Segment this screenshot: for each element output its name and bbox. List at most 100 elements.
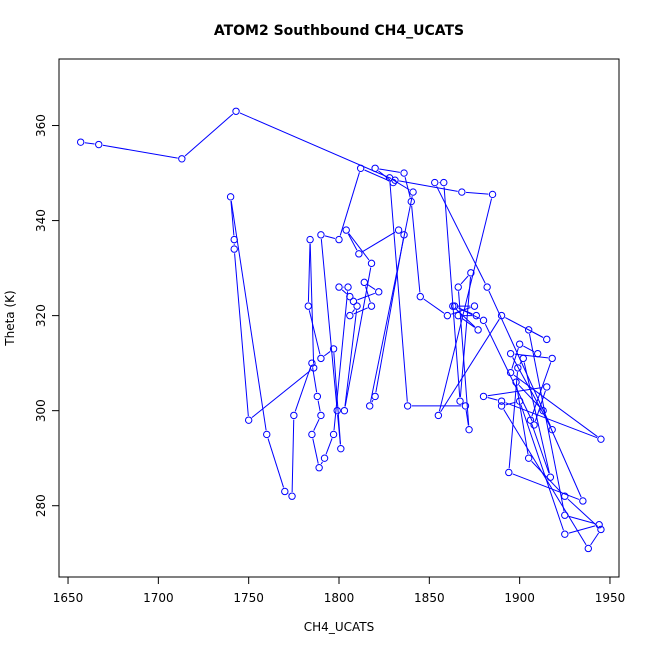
y-axis: 280 300 320 340 360: [34, 114, 60, 517]
data-point: [403, 402, 412, 410]
series-line-segment: [365, 286, 371, 303]
series-line-segment: [451, 307, 471, 315]
series-line-segment: [590, 532, 600, 546]
series-line-segment: [513, 374, 598, 438]
data-point: [561, 530, 569, 538]
series-line-segment: [294, 366, 312, 412]
data-point: [534, 349, 542, 358]
series-line-segment: [312, 438, 319, 464]
data-point: [335, 235, 343, 244]
data-point: [465, 425, 473, 434]
data-point: [524, 326, 533, 334]
data-point: [497, 397, 506, 405]
y-tick-label: 300: [34, 399, 48, 422]
x-tick-label: 1700: [143, 591, 174, 605]
x-tick-label: 1750: [233, 591, 264, 605]
data-point: [400, 231, 408, 239]
data-point: [333, 406, 341, 415]
series-line-segment: [323, 351, 331, 357]
y-tick-label: 280: [34, 494, 48, 517]
data-point: [450, 302, 459, 310]
y-axis-label: Theta (K): [3, 290, 17, 346]
series-line-segment: [511, 347, 519, 369]
data-point: [308, 359, 316, 367]
data-point: [515, 397, 524, 405]
series-line-segment: [339, 172, 360, 236]
data-point: [512, 378, 520, 386]
data-point: [371, 164, 379, 173]
data-point: [232, 107, 240, 115]
series-line-segment: [404, 177, 411, 198]
data-point: [76, 138, 85, 146]
data-point: [470, 302, 479, 310]
series-line-segment: [465, 409, 469, 426]
data-point: [366, 402, 374, 410]
data-point: [454, 311, 462, 320]
data-point: [416, 292, 424, 301]
series-line-segment: [347, 233, 358, 251]
data-point: [443, 311, 452, 320]
series-line-segment: [267, 438, 285, 488]
series-line-segment: [459, 276, 472, 398]
data-point: [346, 292, 354, 301]
series-line-segment: [308, 310, 321, 355]
data-point: [317, 231, 325, 239]
x-tick-label: 1800: [324, 591, 355, 605]
series-line-segment: [184, 113, 234, 157]
series-line-segment: [325, 438, 333, 455]
x-tick-label: 1950: [595, 591, 626, 605]
series-line-segment: [460, 275, 469, 285]
series-line-segment: [317, 400, 321, 412]
data-point: [548, 354, 556, 363]
x-tick-label: 1900: [504, 591, 535, 605]
data-point: [539, 406, 547, 415]
series-line-segment: [568, 525, 596, 534]
data-point: [329, 430, 338, 439]
data-point: [530, 421, 538, 429]
data-point: [561, 511, 569, 519]
series-line-segment: [239, 112, 392, 179]
series-line-segment: [344, 310, 358, 407]
data-point: [290, 411, 298, 420]
series-line-segment: [399, 180, 458, 192]
data-series: [76, 107, 605, 553]
data-point: [479, 392, 488, 401]
data-point: [313, 392, 322, 401]
data-point: [367, 302, 376, 310]
series-line-segment: [307, 243, 311, 302]
data-point: [310, 364, 318, 372]
data-point: [371, 392, 379, 401]
data-point: [356, 164, 365, 173]
series-line-segment: [438, 198, 493, 412]
series-line-segment: [234, 253, 249, 417]
data-point: [400, 169, 408, 177]
data-point: [431, 178, 439, 187]
data-point: [344, 283, 352, 291]
series-line-segment: [534, 390, 546, 422]
series-line-segment: [367, 284, 376, 290]
data-point: [454, 283, 462, 291]
x-axis: 1650 1700 1750 1800 1850 1900 1950: [53, 576, 626, 605]
data-point: [483, 283, 491, 291]
data-point: [543, 335, 551, 344]
data-point: [320, 454, 329, 462]
data-point: [472, 311, 480, 320]
series-line-segment: [348, 233, 370, 261]
series-line-segment: [505, 401, 516, 406]
data-point: [519, 354, 527, 363]
data-point: [456, 397, 464, 405]
y-tick-label: 320: [34, 304, 48, 327]
data-point: [375, 288, 383, 296]
data-point: [440, 178, 448, 187]
series-line-segment: [532, 331, 544, 338]
data-point: [340, 406, 349, 415]
data-point: [304, 302, 312, 310]
series-line-segment: [423, 298, 445, 314]
data-point: [317, 354, 325, 363]
series-line-segment: [371, 399, 374, 403]
data-point: [524, 454, 533, 462]
data-point: [488, 190, 497, 199]
series-line-segment: [443, 186, 461, 398]
series-line-segment: [568, 515, 596, 525]
